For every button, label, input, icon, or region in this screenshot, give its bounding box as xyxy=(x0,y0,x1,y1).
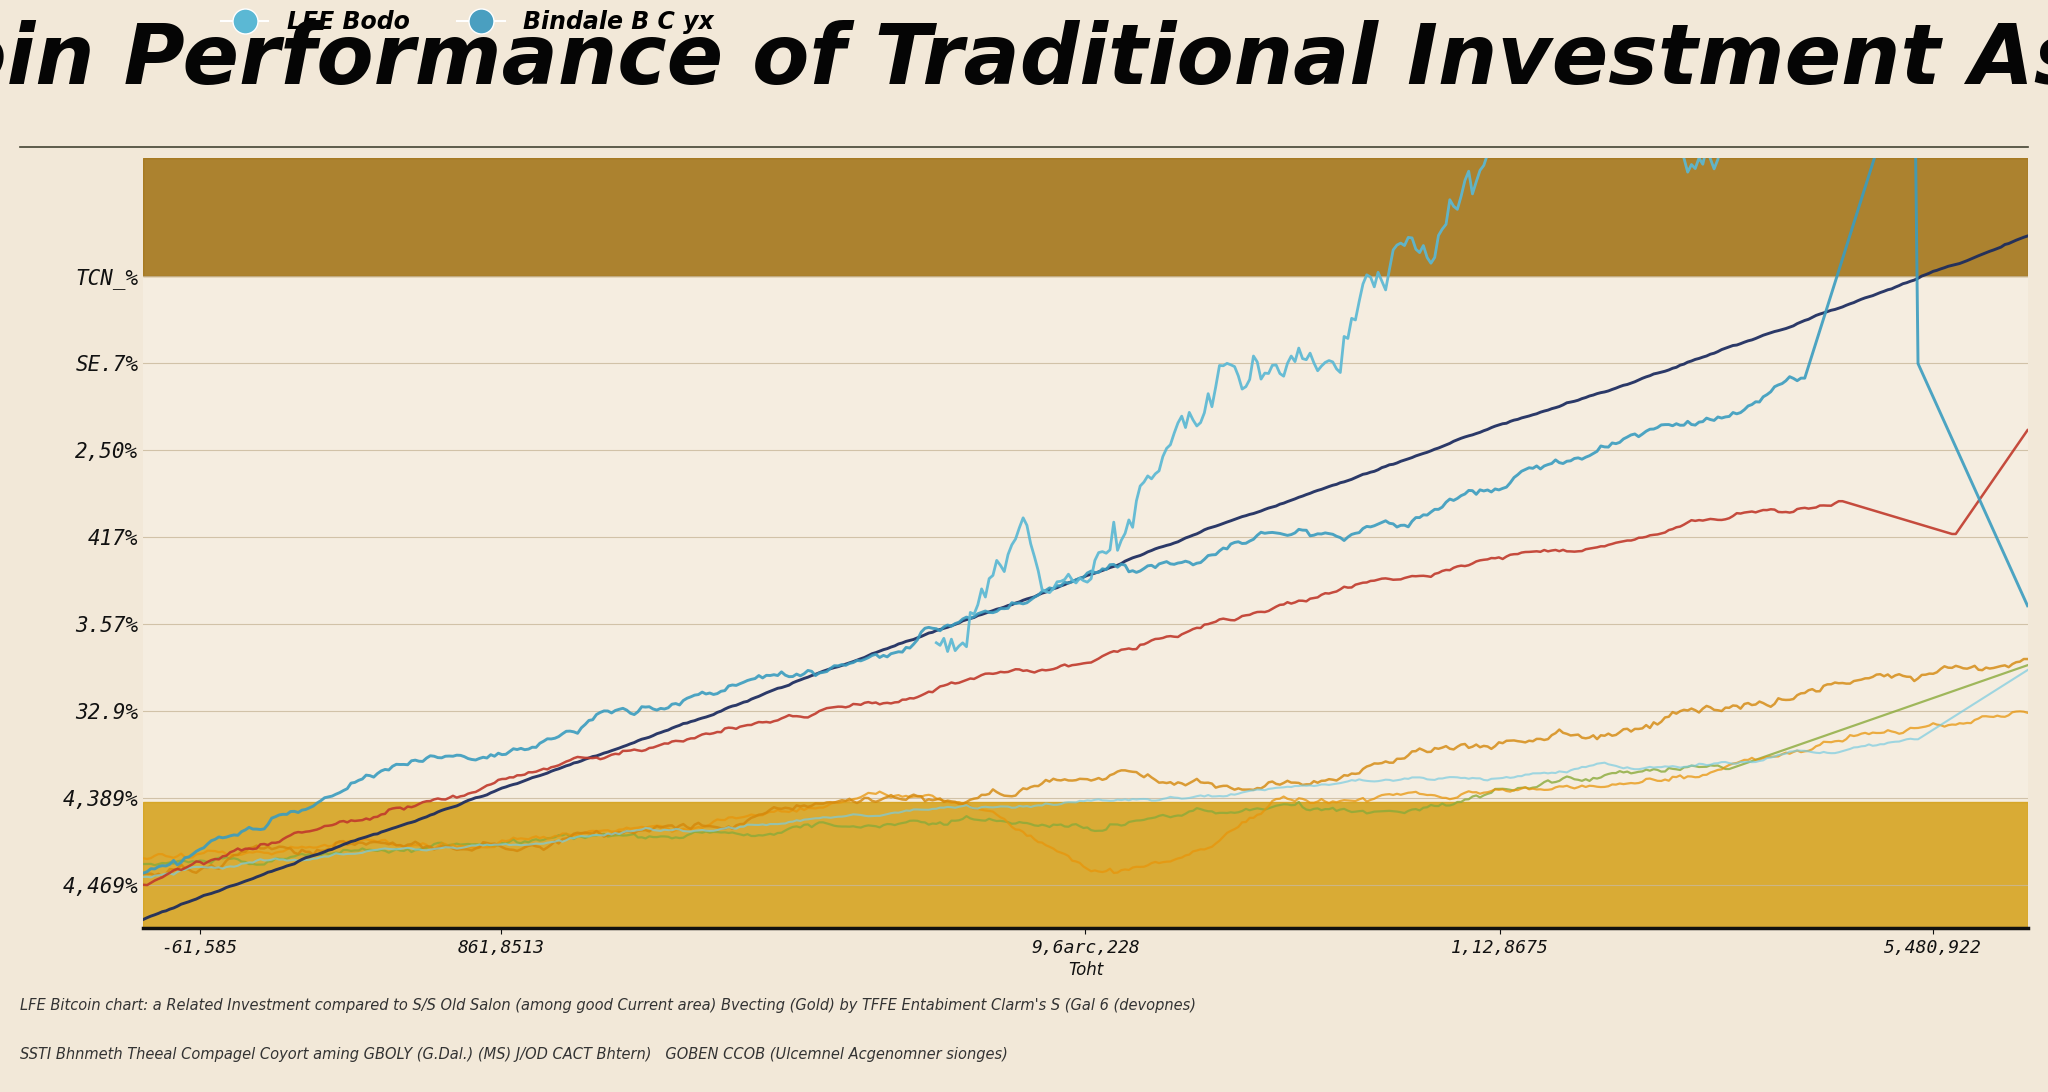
Text: Bitcoin Performance of Traditional Investment Assets: Bitcoin Performance of Traditional Inves… xyxy=(0,20,2048,100)
Text: SSTI Bhnmeth Theeal Compagel Coyort aming GBOLY (G.Dal.) (MS) J/OD CACT Bhtern) : SSTI Bhnmeth Theeal Compagel Coyort amin… xyxy=(20,1047,1008,1063)
Bar xyxy=(143,158,2028,276)
X-axis label: Toht: Toht xyxy=(1067,961,1104,978)
Legend: LFE Bodo, Bindale B C yx: LFE Bodo, Bindale B C yx xyxy=(211,1,723,44)
Text: LFE Bitcoin chart: a Related Investment compared to S/S Old Salon (among good Cu: LFE Bitcoin chart: a Related Investment … xyxy=(20,998,1196,1013)
Bar xyxy=(143,802,2028,968)
